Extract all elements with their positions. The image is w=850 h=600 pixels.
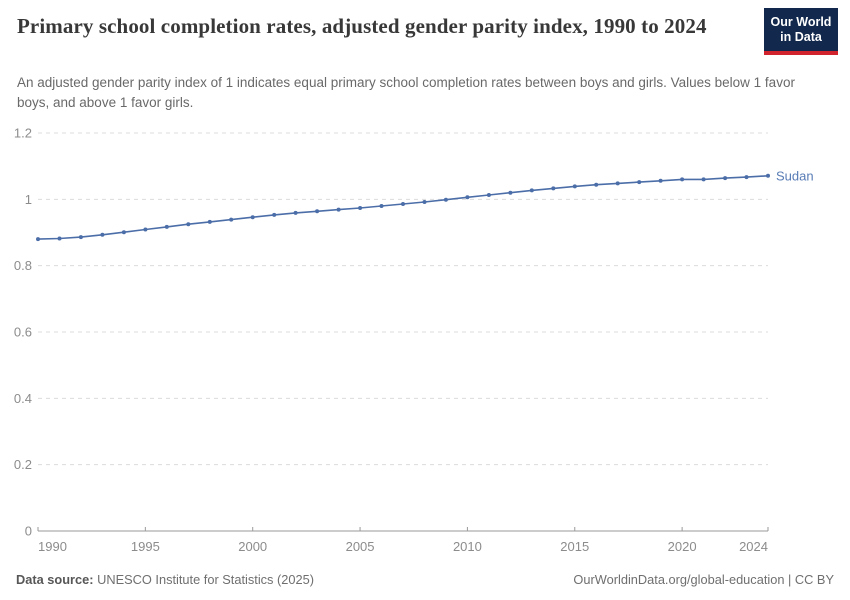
data-point	[744, 175, 749, 180]
data-point	[272, 212, 277, 217]
data-point	[121, 230, 126, 235]
chart-footer: Data source: UNESCO Institute for Statis…	[16, 572, 834, 587]
data-point	[379, 204, 384, 208]
data-point	[401, 202, 405, 206]
y-axis-tick-label: 0.2	[14, 457, 32, 472]
data-point	[358, 206, 363, 210]
x-axis-tick-label: 2010	[453, 539, 482, 554]
x-axis-tick-label: 2015	[560, 539, 589, 554]
data-point	[186, 222, 191, 227]
data-point	[293, 210, 298, 215]
credit-link: OurWorldinData.org/global-education | CC…	[573, 572, 834, 587]
chart-subtitle: An adjusted gender parity index of 1 ind…	[17, 75, 795, 111]
y-axis-tick-label: 0.8	[14, 258, 32, 273]
x-axis-tick-label: 2000	[238, 539, 267, 554]
data-point	[680, 177, 685, 182]
data-point	[658, 178, 663, 183]
data-point	[443, 197, 448, 202]
data-point	[315, 209, 320, 214]
x-axis-tick-label: 1995	[131, 539, 160, 554]
data-point	[594, 182, 599, 187]
owid-logo: Our World in Data	[764, 8, 838, 55]
series-line-sudan	[37, 175, 769, 240]
data-source-note: Data source: UNESCO Institute for Statis…	[16, 572, 314, 587]
data-source-text: UNESCO Institute for Statistics (2025)	[97, 572, 315, 587]
y-axis-tick-label: 1	[25, 192, 32, 207]
data-point	[701, 177, 706, 182]
owid-logo-line1: Our World	[770, 15, 832, 29]
data-source-label: Data source:	[16, 572, 94, 587]
data-point	[422, 200, 427, 204]
x-axis-tick-label: 2005	[346, 539, 375, 554]
chart-title: Primary school completion rates, adjuste…	[17, 14, 707, 38]
data-point	[164, 224, 169, 229]
data-point	[572, 184, 577, 189]
data-point	[637, 180, 642, 185]
x-axis-tick-label: 2020	[668, 539, 697, 554]
y-axis-tick-label: 0.4	[14, 391, 32, 406]
data-point	[100, 232, 105, 237]
data-point	[723, 176, 728, 181]
data-point	[78, 235, 83, 240]
x-axis-tick-label: 2024	[739, 539, 768, 554]
y-axis-tick-label: 0	[25, 524, 32, 539]
y-axis-tick-label: 1.2	[14, 126, 32, 141]
data-point	[229, 217, 234, 222]
data-point	[465, 195, 470, 200]
data-point	[336, 207, 341, 212]
data-point	[615, 181, 620, 186]
y-axis-tick-label: 0.6	[14, 325, 32, 340]
data-point	[486, 193, 491, 197]
data-point	[250, 215, 255, 220]
series-label-sudan: Sudan	[776, 168, 814, 183]
data-point	[508, 190, 513, 195]
data-point	[36, 237, 40, 242]
owid-logo-line2: in Data	[780, 30, 822, 44]
x-axis-tick-label: 1990	[38, 539, 67, 554]
data-point	[551, 186, 556, 191]
data-point	[529, 188, 534, 193]
data-point	[143, 227, 148, 232]
data-point	[207, 219, 212, 224]
data-point	[57, 236, 62, 241]
data-point	[766, 173, 770, 178]
